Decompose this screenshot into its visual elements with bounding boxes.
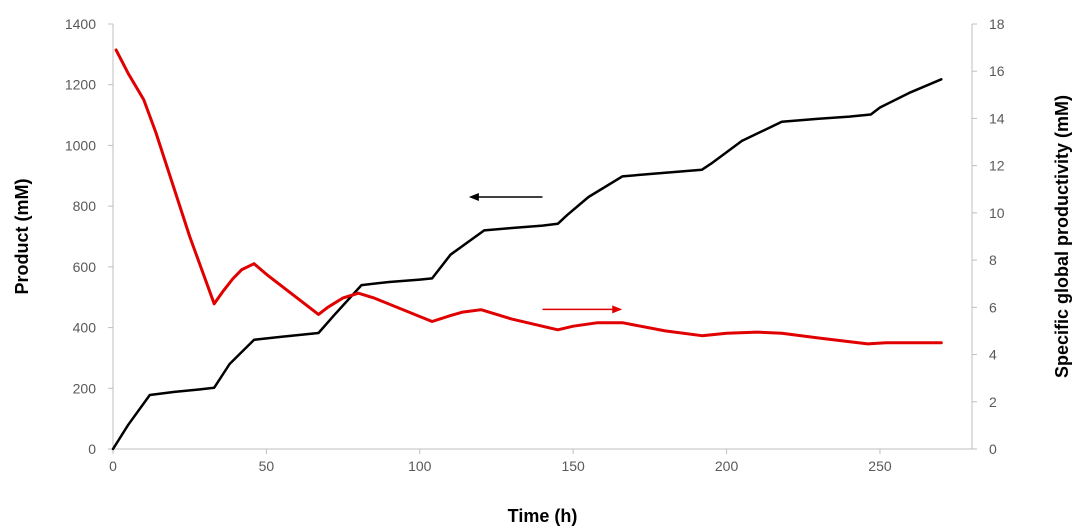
x-tick-label: 0 [109, 458, 117, 474]
right-y-tick-labels: 0 2 4 6 8 10 12 14 16 18 [972, 16, 1005, 457]
right-y-tick-label: 6 [989, 299, 997, 315]
annotation-layer [468, 193, 623, 314]
right-y-tick-label: 12 [989, 158, 1005, 174]
right-y-tick-label: 4 [989, 347, 997, 363]
left-y-tick-label: 200 [73, 380, 97, 396]
left-y-tick-label: 800 [73, 198, 97, 214]
right-y-tick-label: 0 [989, 441, 997, 457]
right-y-tick-label: 2 [989, 394, 997, 410]
series-layer [111, 48, 943, 451]
x-axis-title: Time (h) [508, 506, 578, 526]
right-y-tick-label: 14 [989, 110, 1005, 126]
left-y-tick-label: 1000 [65, 137, 96, 153]
productivity-series-line [114, 48, 943, 346]
x-tick-label: 150 [561, 458, 585, 474]
left-y-tick-label: 1400 [65, 16, 96, 32]
axes [112, 24, 973, 450]
left-axis-arrow [468, 193, 543, 202]
right-y-tick-label: 8 [989, 252, 997, 268]
left-y-tick-label: 600 [73, 259, 97, 275]
left-y-tick-label: 1200 [65, 77, 96, 93]
x-tick-labels: 0 50 100 150 200 250 [109, 449, 892, 474]
left-y-tick-label: 400 [73, 320, 97, 336]
x-tick-label: 200 [715, 458, 739, 474]
x-tick-label: 50 [259, 458, 275, 474]
product-series-line [111, 78, 943, 451]
right-y-tick-label: 16 [989, 63, 1005, 79]
left-y-tick-labels: 0 200 400 600 800 1000 1200 1400 [65, 16, 113, 457]
left-y-tick-label: 0 [88, 441, 96, 457]
right-axis-arrow [542, 305, 623, 314]
x-tick-label: 100 [408, 458, 432, 474]
right-y-axis-title: Specific global productivity (mM) [1052, 95, 1072, 378]
right-y-tick-label: 10 [989, 205, 1005, 221]
left-y-axis-title: Product (mM) [12, 179, 32, 295]
right-y-tick-label: 18 [989, 16, 1005, 32]
x-tick-label: 250 [868, 458, 892, 474]
